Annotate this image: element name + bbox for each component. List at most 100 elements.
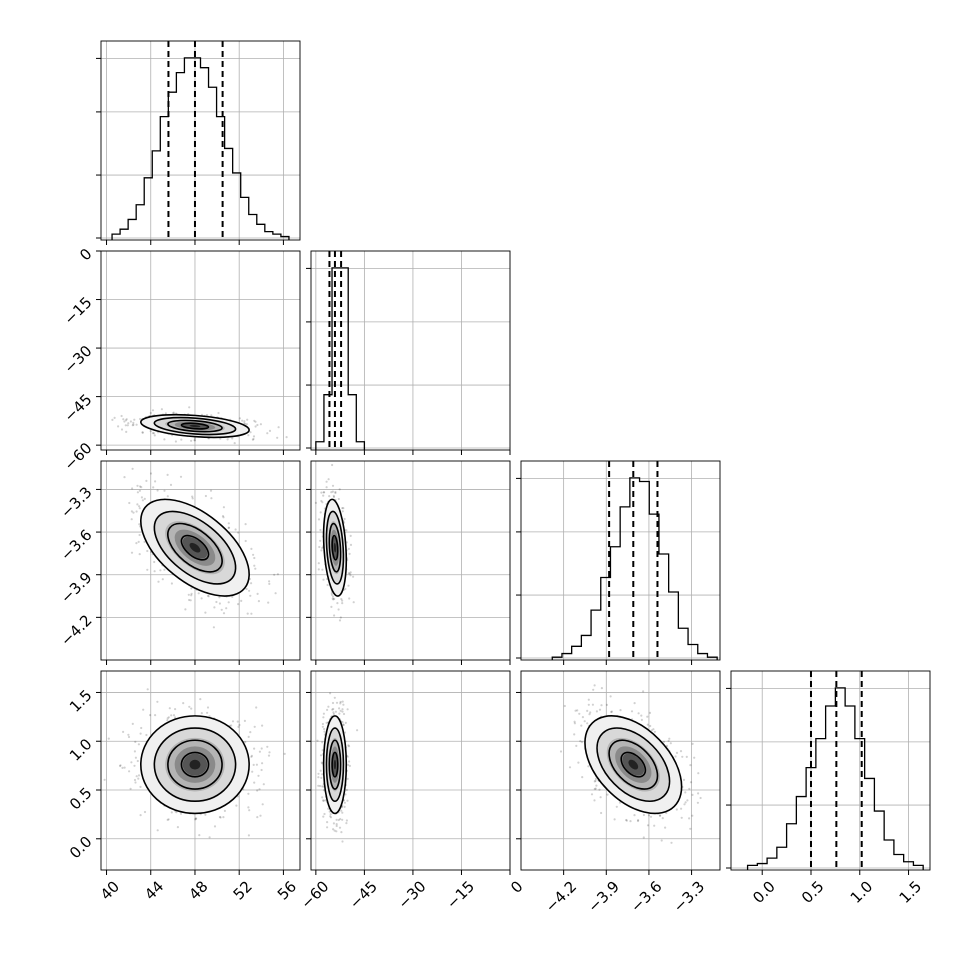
scatter-point (137, 540, 140, 544)
y-tick-label: 1.0 (66, 735, 96, 765)
x-tick-label: −60 (297, 877, 332, 912)
scatter-point (267, 601, 270, 604)
scatter-point (321, 773, 324, 776)
scatter-point (352, 575, 355, 578)
scatter-point (140, 486, 143, 489)
scatter-point (140, 726, 143, 730)
scatter-point (339, 616, 342, 619)
scatter-point (133, 750, 136, 753)
y-tick-label: −30 (60, 342, 95, 377)
scatter-point (688, 787, 691, 790)
scatter-point (261, 803, 264, 806)
scatter-point (248, 589, 251, 592)
scatter-point (349, 543, 353, 547)
scatter-point (174, 440, 177, 443)
scatter-point (175, 811, 178, 814)
scatter-point (151, 409, 155, 412)
scatter-point (215, 600, 218, 604)
scatter-point (247, 834, 250, 837)
scatter-point (121, 766, 124, 770)
scatter-point (342, 723, 345, 727)
scatter-point (133, 778, 137, 782)
scatter-point (152, 432, 156, 435)
scatter-point (237, 603, 240, 606)
scatter-point (316, 739, 319, 742)
scatter-point (659, 814, 662, 817)
scatter-point (252, 553, 255, 556)
scatter-point (253, 781, 256, 784)
scatter-point (319, 784, 322, 788)
scatter-point (331, 490, 334, 493)
scatter-point (343, 801, 346, 804)
scatter-point (658, 814, 662, 817)
scatter-point (589, 711, 592, 714)
scatter-point (123, 476, 126, 479)
scatter-point (125, 418, 128, 421)
scatter-point (170, 811, 173, 814)
scatter-point (352, 601, 355, 604)
scatter-point (320, 761, 323, 764)
scatter-point (328, 810, 331, 813)
scatter-point (341, 840, 344, 843)
scatter-point (685, 755, 688, 759)
scatter-point (342, 507, 345, 510)
scatter-point (153, 560, 156, 564)
scatter-point (151, 432, 154, 435)
scatter-point (333, 696, 336, 699)
scatter-point (329, 692, 332, 695)
scatter-point (128, 770, 131, 773)
x-tick-label: −3.3 (670, 877, 708, 915)
scatter-point (199, 698, 202, 701)
scatter-point (688, 817, 691, 820)
scatter-point (341, 721, 344, 724)
panel-frame (310, 250, 511, 451)
scatter-point (646, 715, 649, 718)
scatter-point (235, 804, 238, 807)
scatter-point (204, 611, 207, 614)
scatter-point (247, 806, 250, 809)
scatter-point (149, 714, 152, 717)
scatter-point (637, 712, 640, 715)
scatter-point (322, 712, 325, 715)
scatter-point (594, 787, 597, 790)
scatter-point (146, 549, 149, 553)
contour-line (167, 522, 223, 573)
scatter-point (331, 701, 335, 705)
scatter-point (588, 713, 591, 716)
scatter-point (342, 703, 345, 706)
scatter-point (222, 516, 225, 519)
scatter-point (578, 712, 581, 715)
scatter-point (648, 711, 652, 715)
scatter-point (317, 562, 320, 565)
y-tick-label: −45 (60, 390, 95, 425)
scatter-point (254, 567, 257, 570)
scatter-point (262, 783, 265, 786)
scatter-point (652, 728, 655, 731)
scatter-point (170, 582, 173, 585)
scatter-point (132, 511, 135, 514)
scatter-point (341, 710, 344, 713)
scatter-point (328, 495, 331, 498)
scatter-point (339, 709, 342, 712)
scatter-point (190, 587, 193, 590)
scatter-point (127, 735, 131, 739)
scatter-point (124, 419, 128, 422)
contour-line (140, 715, 250, 815)
scatter-point (135, 542, 138, 545)
scatter-point (340, 831, 343, 834)
scatter-point (323, 491, 326, 494)
scatter-point (689, 781, 693, 784)
scatter-point (268, 582, 271, 586)
scatter-point (319, 539, 322, 542)
scatter-point (323, 730, 326, 733)
y-tick-label: −3.9 (57, 569, 95, 607)
scatter-point (187, 593, 190, 596)
scatter-point (327, 478, 330, 481)
scatter-point (332, 598, 335, 601)
scatter-point (619, 709, 622, 712)
density-fill (333, 759, 337, 770)
scatter-point (341, 708, 344, 711)
scatter-point (160, 408, 163, 411)
scatter-point (212, 626, 215, 629)
